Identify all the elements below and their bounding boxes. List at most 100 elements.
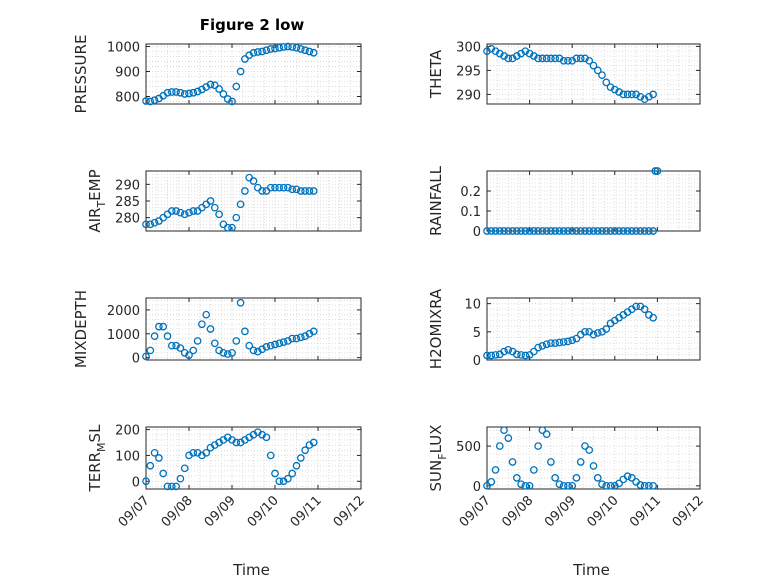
data-point xyxy=(615,479,623,488)
data-point xyxy=(538,54,547,63)
data-point xyxy=(271,44,279,53)
data-point xyxy=(581,327,589,336)
data-point xyxy=(241,187,249,195)
data-point xyxy=(572,227,581,235)
data-point xyxy=(249,177,258,185)
y-tick-label: 0 xyxy=(473,354,481,369)
data-point xyxy=(538,342,547,350)
data-point xyxy=(530,466,538,474)
data-point xyxy=(142,220,150,229)
x-tick-label: 09/08 xyxy=(499,493,536,530)
y-tick-label: 5 xyxy=(473,326,481,341)
data-point xyxy=(258,187,266,195)
data-point xyxy=(155,322,163,331)
data-point xyxy=(167,207,176,215)
data-point xyxy=(534,227,542,235)
data-point xyxy=(284,183,292,192)
data-point xyxy=(555,480,564,489)
subplot-6: 0 5 10 H2OMIXRA xyxy=(427,288,701,369)
y-tick-label: 800 xyxy=(115,91,140,106)
data-point xyxy=(555,54,564,63)
data-point xyxy=(253,48,262,56)
data-point xyxy=(649,227,657,235)
data-point xyxy=(288,43,297,51)
y-tick-label: 290 xyxy=(456,88,481,103)
data-point xyxy=(228,97,236,106)
data-point xyxy=(602,78,611,87)
data-point xyxy=(266,183,275,192)
data-point xyxy=(288,334,297,343)
data-point xyxy=(167,88,176,96)
data-point xyxy=(202,310,211,319)
y-tick-label: 0 xyxy=(132,475,140,490)
data-point xyxy=(284,474,292,483)
data-point xyxy=(610,481,619,490)
x-tick-label: 09/07 xyxy=(457,493,494,530)
data-point xyxy=(551,54,560,63)
data-point xyxy=(491,47,500,56)
data-point xyxy=(483,351,491,360)
data-point xyxy=(589,61,598,70)
data-point xyxy=(271,183,279,192)
data-point xyxy=(495,227,504,235)
data-point xyxy=(487,477,496,486)
data-point xyxy=(150,218,159,227)
data-point xyxy=(176,344,185,352)
data-point xyxy=(500,426,508,435)
data-point xyxy=(504,54,513,63)
data-point xyxy=(525,481,534,490)
data-point xyxy=(271,469,279,478)
data-point xyxy=(258,47,266,56)
data-point xyxy=(180,90,189,98)
data-point xyxy=(271,340,279,349)
data-point xyxy=(279,183,288,192)
data-point xyxy=(167,341,176,350)
y-tick-label: 285 xyxy=(115,195,140,210)
data-point xyxy=(602,481,611,490)
y-tick-label: 1000 xyxy=(107,328,140,343)
data-point xyxy=(585,227,594,235)
data-point xyxy=(632,90,640,99)
data-point xyxy=(292,461,301,470)
data-point xyxy=(542,227,551,235)
data-point xyxy=(189,346,198,355)
y-tick-label: 280 xyxy=(115,212,140,227)
data-point xyxy=(636,227,645,235)
data-point xyxy=(206,197,215,205)
data-point xyxy=(262,343,271,351)
data-point xyxy=(564,56,572,65)
data-point xyxy=(547,227,555,235)
data-point xyxy=(266,341,275,350)
data-point xyxy=(512,52,521,60)
data-point xyxy=(568,56,577,65)
data-point xyxy=(301,46,309,55)
data-point xyxy=(275,339,284,348)
data-point xyxy=(249,48,258,57)
data-point xyxy=(301,446,309,455)
data-point xyxy=(279,338,288,346)
data-point xyxy=(309,438,318,447)
grid xyxy=(145,427,362,489)
subplot-7: 09/07 09/08 09/09 09/10 09/11 09/12 0 100 200 TER… xyxy=(86,424,368,579)
data-point xyxy=(538,227,547,235)
data-point xyxy=(649,313,657,322)
data-point xyxy=(581,54,589,63)
data-point xyxy=(645,92,653,101)
data-point xyxy=(585,56,594,65)
data-point xyxy=(593,329,602,337)
data-point xyxy=(598,480,606,489)
series-markers xyxy=(142,173,318,232)
data-point xyxy=(517,351,525,359)
data-point xyxy=(210,203,219,212)
data-point xyxy=(504,434,513,442)
data-point xyxy=(542,340,551,349)
data-point xyxy=(491,466,500,474)
data-point xyxy=(640,95,649,104)
data-point xyxy=(215,346,223,355)
data-point xyxy=(284,337,292,345)
data-point xyxy=(610,227,619,235)
data-point xyxy=(530,227,538,235)
data-point xyxy=(228,223,236,232)
data-point xyxy=(309,327,318,336)
data-point xyxy=(262,433,271,442)
